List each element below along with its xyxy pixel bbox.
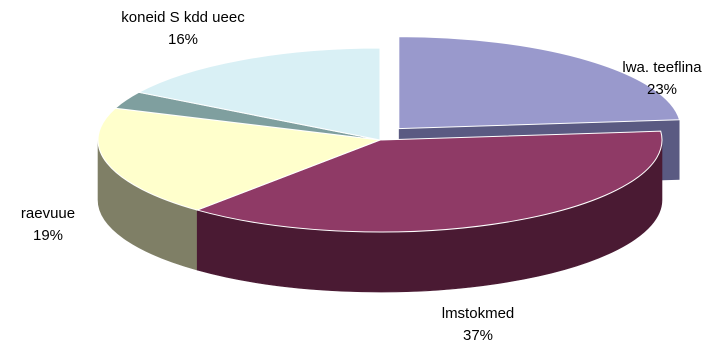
slice-label-lwa-teeflina: lwa. teeflina	[622, 59, 702, 76]
slice-percent-koneid-s-kdd-ueec: 16%	[168, 31, 198, 48]
slice-label-lmstokmed: lmstokmed	[442, 305, 515, 322]
pie-slice-koneid-s-kdd-ueec	[137, 47, 381, 141]
slice-percent-raevuue: 19%	[33, 227, 63, 244]
pie-label-layer: lwa. teeflina 23% lmstokmed 37% raevuue 19% ko…	[21, 9, 702, 344]
pie-slice-lmstokmed	[195, 130, 663, 233]
slice-percent-lwa-teeflina: 23%	[647, 81, 677, 98]
pie-slice-lwa-teeflina	[398, 36, 681, 130]
slice-label-raevuue: raevuue	[21, 205, 75, 222]
pie-top-layer	[97, 36, 681, 233]
slice-label-koneid-s-kdd-ueec: koneid S kdd ueec	[121, 9, 245, 26]
pie-slice-raevuue	[97, 107, 381, 211]
slice-percent-lmstokmed: 37%	[463, 327, 493, 344]
